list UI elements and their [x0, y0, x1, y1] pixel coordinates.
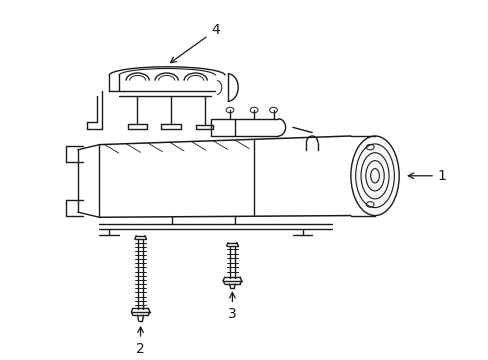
Text: 3: 3 — [227, 292, 236, 321]
Text: 4: 4 — [170, 23, 220, 63]
Text: 2: 2 — [136, 327, 144, 356]
Ellipse shape — [350, 136, 398, 216]
Text: 1: 1 — [407, 169, 446, 183]
